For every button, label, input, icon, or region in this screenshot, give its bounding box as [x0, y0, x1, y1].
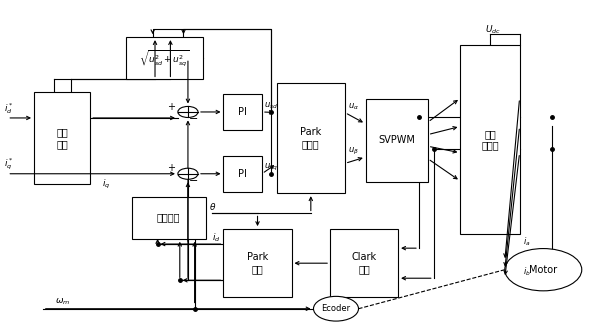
Text: Ecoder: Ecoder [321, 304, 350, 313]
Text: $i_d^*$: $i_d^*$ [4, 101, 14, 116]
Circle shape [505, 249, 582, 291]
Text: Park
变换: Park 变换 [247, 252, 268, 274]
Circle shape [314, 297, 359, 321]
Text: $i_q^*$: $i_q^*$ [4, 156, 14, 172]
Bar [224, 229, 292, 297]
Text: Clark
变换: Clark 变换 [352, 252, 377, 274]
Text: SVPWM: SVPWM [378, 135, 415, 145]
Bar [224, 156, 262, 192]
Circle shape [178, 106, 198, 117]
Bar [126, 37, 203, 79]
Text: $\theta$: $\theta$ [209, 201, 216, 212]
Text: +: + [167, 102, 175, 112]
Text: 磁链观测: 磁链观测 [157, 213, 180, 223]
Text: Motor: Motor [529, 265, 558, 275]
Bar [224, 94, 262, 130]
Text: $i_d$: $i_d$ [212, 231, 221, 244]
Text: +: + [167, 163, 175, 174]
Text: Park
逆变换: Park 逆变换 [300, 127, 321, 149]
Text: $u_\beta$: $u_\beta$ [349, 146, 359, 157]
Circle shape [178, 168, 198, 179]
Bar [277, 83, 345, 193]
Bar [365, 99, 428, 182]
Text: $u_{sq}$: $u_{sq}$ [264, 162, 278, 174]
Text: −: − [189, 114, 199, 124]
Text: $\omega_m$: $\omega_m$ [55, 297, 70, 307]
Text: $u_\alpha$: $u_\alpha$ [349, 102, 359, 112]
Text: 弱磁
控制: 弱磁 控制 [56, 127, 68, 149]
Bar [461, 45, 519, 234]
Text: $i_b$: $i_b$ [522, 265, 530, 278]
Text: −: − [189, 175, 199, 186]
Bar [131, 196, 206, 239]
Text: PI: PI [238, 169, 247, 179]
Text: $i_a$: $i_a$ [522, 235, 530, 248]
Text: 三相
逆变器: 三相 逆变器 [481, 129, 499, 151]
Text: $\sqrt{u_{sd}^2+u_{sq}^2}$: $\sqrt{u_{sd}^2+u_{sq}^2}$ [139, 48, 189, 69]
Text: $u_{sd}$: $u_{sd}$ [264, 100, 278, 111]
Bar [330, 229, 398, 297]
Text: PI: PI [238, 107, 247, 117]
Text: $i_q$: $i_q$ [102, 178, 111, 191]
Bar [34, 92, 90, 183]
Text: $U_{dc}$: $U_{dc}$ [485, 23, 501, 36]
